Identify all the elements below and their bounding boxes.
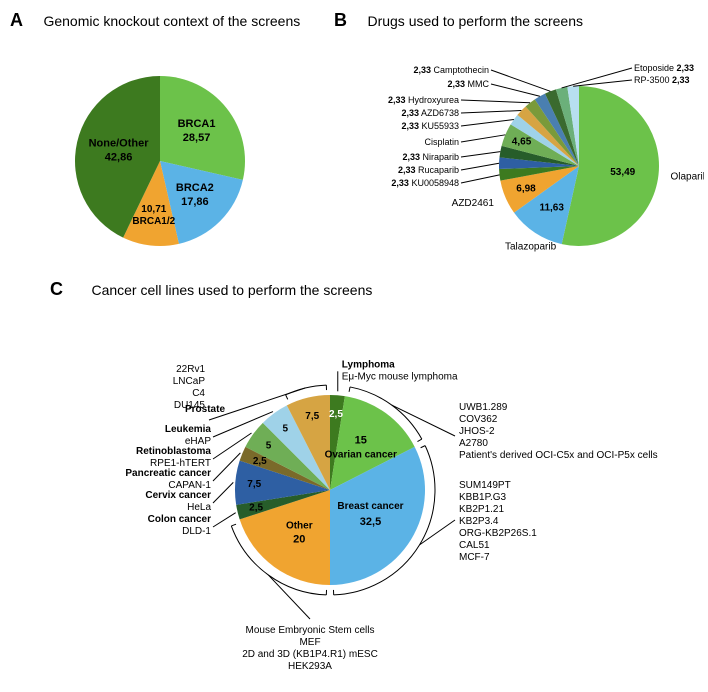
sublist-item: C4: [192, 388, 205, 399]
panel-a-label: A: [10, 10, 23, 30]
brace-cap: [286, 395, 288, 400]
slice-label: 2,33 KU0058948: [391, 178, 459, 188]
slice-label: AZD2461: [452, 198, 495, 209]
sublist-item: Mouse Embryonic Stem cells: [246, 625, 375, 636]
leader-line: [461, 152, 500, 157]
slice-value: 5: [266, 440, 272, 451]
sublist-item: HEK293A: [288, 661, 332, 672]
brace-cap: [231, 524, 236, 526]
slice-value: 15: [355, 435, 367, 447]
sublist-item: KBB1P.G3: [459, 492, 507, 503]
panel-c-label: C: [50, 279, 63, 299]
slice-name: Colon cancer: [148, 514, 211, 525]
panel-b-title: Drugs used to perform the screens: [367, 13, 583, 29]
slice-value: 5: [283, 424, 289, 435]
brace-arc: [286, 385, 327, 395]
slice-label: None/Other: [89, 138, 150, 150]
leader-line: [213, 513, 236, 527]
slice-name: Retinoblastoma: [136, 446, 211, 457]
slice-label: BRCA1: [178, 118, 216, 130]
sublist-item: Patient's derived OCI-C5x and OCI-P5x ce…: [459, 450, 658, 461]
sublist-item: COV362: [459, 414, 498, 425]
leader-line: [461, 163, 499, 170]
slice-label: RP-3500 2,33: [634, 75, 690, 85]
slice-value: 20: [293, 533, 305, 545]
pie-chart-a: BRCA1 28,57 BRCA2 17,86 10,71BRCA1/2 None/Oth…: [10, 31, 330, 271]
panel-a-title: Genomic knockout context of the screens: [43, 13, 300, 29]
sublist-item: 22Rv1: [176, 364, 205, 375]
slice-label: 2,33 AZD6738: [401, 108, 459, 118]
slice-label: BRCA1/2: [132, 216, 175, 227]
sublist-item: A2780: [459, 438, 488, 449]
leader-line: [461, 135, 505, 142]
slice-name: Leukemia: [165, 424, 212, 435]
leader-line: [491, 84, 540, 96]
slice-value: 11,63: [539, 202, 564, 213]
slice-label: 2,33 Camptothecin: [413, 65, 489, 75]
sublist-item: Eμ-Myc mouse lymphoma: [342, 371, 458, 382]
slice-value: 42,86: [105, 152, 133, 164]
sublist-item: DU145: [174, 400, 206, 411]
sublist-item: KB2P3.4: [459, 516, 499, 527]
slice-label: Ovarian cancer: [325, 450, 397, 461]
slice-name: Lymphoma: [342, 359, 395, 370]
slice-label: Breast cancer: [337, 501, 403, 512]
sublist-item: LNCaP: [173, 376, 206, 387]
slice-value: 28,57: [183, 132, 211, 144]
pie-chart-b: Olaparib 53,49 Talazoparib 11,63 AZD2461 6,98…: [334, 31, 704, 271]
slice-value: 32,5: [360, 516, 381, 528]
sublist-item: DLD-1: [182, 526, 211, 537]
slice-label: Etoposide 2,33: [634, 63, 694, 73]
slice-value: 10,71: [141, 204, 166, 215]
leader-line: [461, 120, 514, 126]
slice-value: 2,5: [249, 503, 263, 514]
sublist-item: KB2P1.21: [459, 504, 504, 515]
sublist-item: UWB1.289: [459, 402, 508, 413]
brace-tip: [268, 575, 310, 619]
sublist-item: JHOS-2: [459, 426, 495, 437]
sublist-item: MEF: [299, 637, 320, 648]
slice-label: Talazoparib: [505, 241, 557, 252]
leader-line: [461, 175, 499, 183]
slice-value: 2,5: [253, 456, 267, 467]
slice-label: 2,33 MMC: [447, 79, 489, 89]
slice-value: 2,5: [329, 409, 343, 420]
sublist-item: HeLa: [187, 502, 211, 513]
slice-value: 17,86: [181, 196, 209, 208]
slice-value: 7,5: [305, 411, 319, 422]
slice-value: 6,98: [516, 184, 536, 195]
slice-label: Cisplatin: [424, 137, 459, 147]
slice-label: 2,33 Rucaparib: [398, 165, 459, 175]
brace-tip: [420, 520, 455, 545]
brace-cap: [417, 439, 421, 441]
pie-chart-c: 15 Ovarian cancer Breast cancer 32,5 Other 20…: [10, 300, 698, 680]
leader-line: [461, 100, 530, 103]
slice-name: Pancreatic cancer: [125, 468, 211, 479]
sublist-item: CAL51: [459, 540, 490, 551]
leader-line: [573, 80, 632, 86]
slice-label: Olaparib: [670, 172, 704, 183]
slice-label: 2,33 Niraparib: [402, 152, 459, 162]
slice-value: 7,5: [247, 479, 261, 490]
leader-line: [461, 111, 521, 113]
leader-line: [562, 68, 632, 88]
slice-value: 53,49: [610, 167, 635, 178]
leader-line: [491, 70, 550, 91]
slice-label: 2,33 Hydroxyurea: [388, 95, 459, 105]
slice-name: Cervix cancer: [145, 490, 211, 501]
sublist-item: MCF-7: [459, 552, 490, 563]
sublist-item: 2D and 3D (KB1P4.R1) mESC: [242, 649, 378, 660]
slice-label: Other: [286, 520, 313, 531]
sublist-item: ORG-KB2P26S.1: [459, 528, 537, 539]
panel-c-title: Cancer cell lines used to perform the sc…: [91, 282, 372, 298]
slice-value: 4,65: [512, 137, 532, 148]
leader-line: [213, 482, 233, 503]
slice-label: BRCA2: [176, 182, 214, 194]
sublist-item: SUM149PT: [459, 480, 511, 491]
brace-cap: [349, 387, 350, 392]
panel-b-label: B: [334, 10, 347, 30]
brace-cap: [421, 446, 426, 448]
slice-label: 2,33 KU55933: [401, 121, 459, 131]
